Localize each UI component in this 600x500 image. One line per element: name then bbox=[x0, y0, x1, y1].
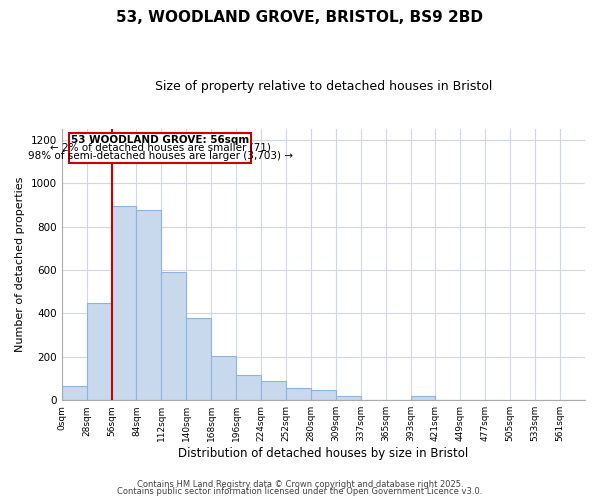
Title: Size of property relative to detached houses in Bristol: Size of property relative to detached ho… bbox=[155, 80, 492, 93]
Bar bbox=[136, 210, 161, 400]
Bar bbox=[286, 388, 311, 400]
FancyBboxPatch shape bbox=[69, 133, 251, 162]
Bar bbox=[261, 381, 286, 400]
Text: 53, WOODLAND GROVE, BRISTOL, BS9 2BD: 53, WOODLAND GROVE, BRISTOL, BS9 2BD bbox=[116, 10, 484, 25]
Text: ← 2% of detached houses are smaller (71): ← 2% of detached houses are smaller (71) bbox=[50, 143, 271, 153]
Bar bbox=[112, 206, 136, 400]
X-axis label: Distribution of detached houses by size in Bristol: Distribution of detached houses by size … bbox=[178, 447, 469, 460]
Text: Contains public sector information licensed under the Open Government Licence v3: Contains public sector information licen… bbox=[118, 487, 482, 496]
Bar bbox=[336, 396, 361, 400]
Y-axis label: Number of detached properties: Number of detached properties bbox=[15, 177, 25, 352]
Bar bbox=[86, 302, 112, 400]
Bar bbox=[161, 272, 186, 400]
Bar bbox=[410, 396, 436, 400]
Bar bbox=[236, 375, 261, 400]
Bar bbox=[62, 386, 86, 400]
Text: 98% of semi-detached houses are larger (3,703) →: 98% of semi-detached houses are larger (… bbox=[28, 152, 293, 162]
Bar bbox=[311, 390, 336, 400]
Bar bbox=[211, 356, 236, 400]
Bar bbox=[186, 318, 211, 400]
Text: Contains HM Land Registry data © Crown copyright and database right 2025.: Contains HM Land Registry data © Crown c… bbox=[137, 480, 463, 489]
Text: 53 WOODLAND GROVE: 56sqm: 53 WOODLAND GROVE: 56sqm bbox=[71, 134, 249, 144]
